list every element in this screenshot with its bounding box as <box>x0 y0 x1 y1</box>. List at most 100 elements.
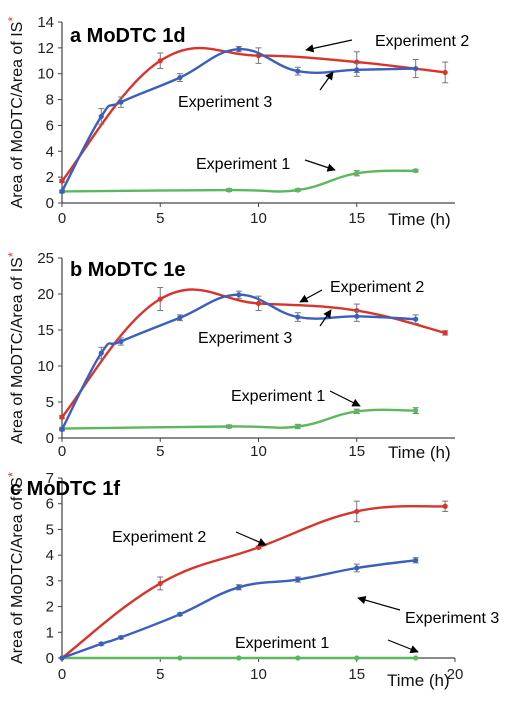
annotation-label: Experiment 2 <box>112 529 206 546</box>
panel-title: a MoDTC 1d <box>70 25 186 47</box>
data-point <box>255 544 262 551</box>
data-point <box>59 426 65 432</box>
data-point <box>177 655 183 661</box>
data-point <box>354 307 360 314</box>
data-point <box>98 113 104 119</box>
data-point <box>354 170 360 176</box>
y-axis-label-text: Area of MoDTC/Area of IS <box>9 257 26 444</box>
y-tick-label: 0 <box>46 195 54 212</box>
annotation-arrow <box>305 39 353 53</box>
y-axis-label: Area of MoDTC/Area of IS* <box>5 252 26 444</box>
data-point <box>295 576 301 583</box>
series-line <box>60 408 417 430</box>
y-tick-label: 8 <box>46 92 54 109</box>
annotation-label: Experiment 1 <box>196 156 290 173</box>
data-point <box>295 68 301 74</box>
data-point <box>236 46 242 52</box>
data-point <box>118 634 124 641</box>
y-axis-label-asterisk: * <box>5 472 20 477</box>
y-tick-label: 15 <box>37 322 54 339</box>
x-axis-label: Time (h) <box>388 443 451 462</box>
y-tick-label: 0 <box>46 650 54 667</box>
data-point <box>157 58 163 64</box>
x-tick-label: 10 <box>250 666 267 683</box>
x-tick-label: 0 <box>58 443 66 460</box>
y-tick-label: 5 <box>46 394 54 411</box>
data-point <box>442 503 448 509</box>
x-tick-label: 20 <box>447 666 464 683</box>
data-point <box>118 338 124 345</box>
data-point <box>59 414 65 420</box>
y-tick-label: 12 <box>37 40 54 57</box>
y-axis-label: Area of MoDTC/Area of IS* <box>5 472 26 664</box>
y-tick-label: 6 <box>46 496 54 513</box>
annotation-arrow <box>299 289 323 303</box>
y-tick-label: 10 <box>37 358 54 375</box>
x-tick-label: 0 <box>58 666 66 683</box>
x-tick-label: 15 <box>348 210 365 227</box>
x-tick-label: 5 <box>156 210 164 227</box>
series-experiment-3 <box>59 557 419 661</box>
annotation-arrow <box>304 159 336 172</box>
data-point <box>413 408 419 414</box>
y-axis-label-asterisk: * <box>5 17 20 22</box>
x-tick-label: 10 <box>250 443 267 460</box>
series-line <box>60 46 447 183</box>
data-point <box>413 655 419 661</box>
data-point <box>157 580 163 587</box>
annotation-arrow <box>357 596 401 611</box>
y-tick-label: 2 <box>46 169 54 186</box>
annotation-label: Experiment 3 <box>178 94 272 111</box>
x-tick-label: 0 <box>58 210 66 227</box>
series-experiment-1 <box>59 407 419 432</box>
annotation-label: Experiment 2 <box>330 279 424 296</box>
annotation-arrow <box>235 531 267 546</box>
annotation-label: Experiment 1 <box>235 635 329 652</box>
x-tick-label: 5 <box>156 443 164 460</box>
data-point <box>413 557 419 563</box>
y-tick-label: 1 <box>46 624 54 641</box>
data-point <box>177 611 183 617</box>
data-point <box>118 99 124 105</box>
y-tick-label: 20 <box>37 286 54 303</box>
data-point <box>413 316 419 322</box>
data-point <box>295 655 301 661</box>
x-tick-label: 5 <box>156 666 164 683</box>
annotation-label: Experiment 3 <box>405 610 499 627</box>
data-point <box>177 315 183 321</box>
data-point <box>177 74 183 81</box>
series-experiment-2 <box>59 46 449 184</box>
x-tick-label: 15 <box>348 443 365 460</box>
series-experiment-1 <box>59 655 419 661</box>
data-point <box>354 655 360 661</box>
y-tick-label: 7 <box>46 470 54 487</box>
x-axis-label: Time (h) <box>387 671 450 690</box>
data-point <box>226 423 232 430</box>
y-tick-label: 0 <box>46 430 54 447</box>
data-point <box>413 65 419 72</box>
annotation-label: Experiment 1 <box>231 388 325 405</box>
y-axis-label-text: Area of MoDTC/Area of IS <box>9 22 26 209</box>
x-axis-label: Time (h) <box>388 210 451 229</box>
data-point <box>354 508 360 515</box>
annotation-arrow <box>319 309 332 327</box>
panel-title: c MoDTC 1f <box>10 478 120 500</box>
y-tick-label: 5 <box>46 521 54 538</box>
data-point <box>354 408 360 414</box>
data-point <box>354 565 360 571</box>
y-tick-label: 3 <box>46 573 54 590</box>
y-tick-label: 6 <box>46 117 54 134</box>
data-point <box>255 300 262 306</box>
y-tick-label: 4 <box>46 143 54 160</box>
x-tick-label: 10 <box>250 210 267 227</box>
x-tick-label: 15 <box>348 666 365 683</box>
y-axis-label: Area of MoDTC/Area of IS* <box>5 17 26 209</box>
data-point <box>236 655 242 661</box>
annotation-arrow <box>319 71 334 91</box>
data-point <box>236 292 242 298</box>
annotation-label: Experiment 2 <box>375 33 469 50</box>
y-tick-label: 25 <box>37 250 54 267</box>
series-experiment-2 <box>59 287 449 420</box>
